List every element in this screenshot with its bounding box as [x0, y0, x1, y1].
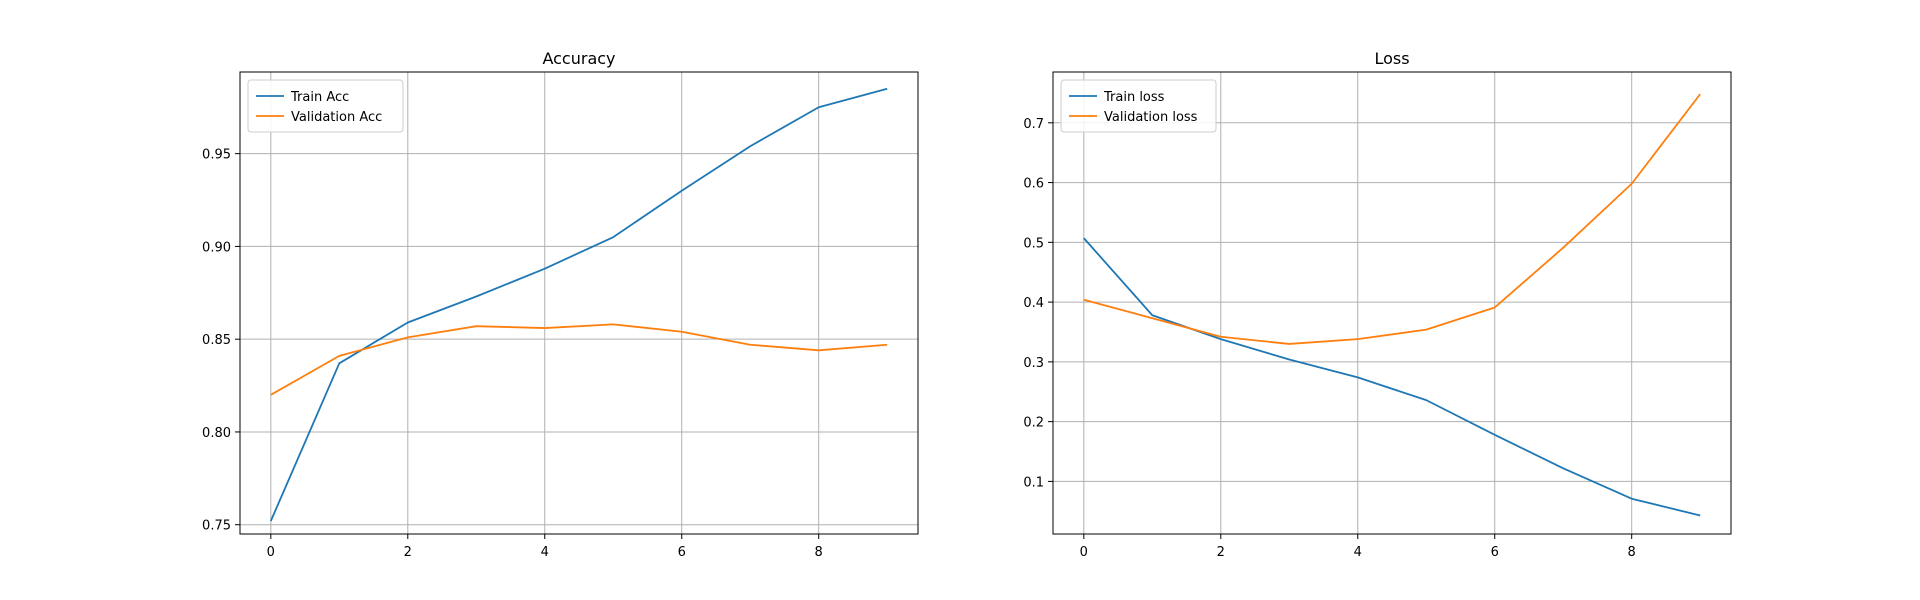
accuracy-y-tick-label: 0.85: [202, 333, 231, 348]
accuracy-legend: [247, 79, 404, 133]
loss-x-tick-label: 4: [1354, 545, 1362, 560]
loss-y-tick-label: 0.1: [1023, 475, 1044, 490]
loss-x-tick-label: 0: [1080, 545, 1088, 560]
accuracy-plot-area: [240, 72, 918, 534]
loss-x-tick-label: 6: [1491, 545, 1499, 560]
accuracy-y-tick-label: 0.90: [202, 240, 231, 255]
accuracy-x-tick-label: 8: [815, 545, 823, 560]
loss-y-tick-label: 0.5: [1023, 236, 1044, 251]
loss-x-tick-label: 2: [1217, 545, 1225, 560]
accuracy-y-tick-label: 0.80: [202, 426, 231, 441]
accuracy-chart: 0 2 4 6 8 0.75 0.80 0.85 0.90 0.95 Accuracy Train A…: [202, 49, 919, 560]
loss-y-tick-label: 0.2: [1023, 416, 1044, 431]
loss-legend-label: Train loss: [1103, 90, 1165, 105]
accuracy-y-tick-label: 0.95: [202, 148, 231, 163]
accuracy-series-line-validation: [270, 323, 888, 396]
accuracy-y-tick-label: 0.75: [202, 519, 231, 534]
loss-series-line-validation: [1083, 93, 1701, 345]
loss-legend-label: Validation loss: [1104, 110, 1198, 125]
loss-y-tick-label: 0.4: [1023, 296, 1044, 311]
accuracy-series-line-train: [269, 87, 888, 522]
accuracy-x-tick-label: 6: [678, 545, 686, 560]
loss-plot-area: [1053, 72, 1731, 534]
loss-y-tick-label: 0.6: [1023, 177, 1044, 192]
loss-x-tick-label: 8: [1628, 545, 1636, 560]
accuracy-legend-label: Validation Acc: [291, 110, 382, 125]
loss-axes-frame: [1052, 71, 1732, 535]
accuracy-x-tick-label: 2: [404, 545, 412, 560]
accuracy-legend-label: Train Acc: [290, 90, 349, 105]
loss-chart: 0 2 4 6 8 0.1 0.2 0.3 0.4 0.5 0.6 0.7 Loss Train loss…: [1023, 49, 1732, 560]
loss-legend: [1060, 79, 1217, 133]
accuracy-chart-title: Accuracy: [542, 49, 615, 68]
accuracy-axes-frame: [239, 71, 919, 535]
loss-y-tick-label: 0.7: [1023, 117, 1044, 132]
accuracy-x-tick-label: 4: [541, 545, 549, 560]
accuracy-x-tick-label: 0: [267, 545, 275, 560]
loss-chart-title: Loss: [1374, 49, 1409, 68]
loss-y-tick-label: 0.3: [1023, 356, 1044, 371]
